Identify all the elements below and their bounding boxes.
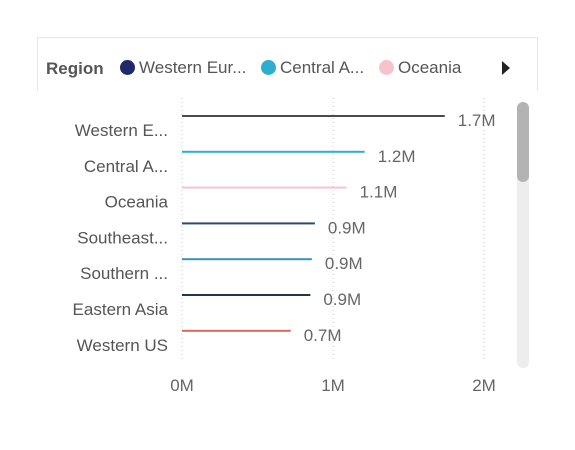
legend: Region Western Eur... Central A... Ocean… — [37, 37, 538, 91]
category-label: Oceania — [105, 193, 169, 212]
legend-item-central-asia[interactable]: Central A... — [261, 58, 364, 78]
value-label: 1.1M — [360, 183, 398, 202]
category-label: Southeast... — [77, 228, 168, 247]
triangle-right-icon[interactable] — [502, 61, 510, 75]
scrollbar-thumb[interactable] — [517, 102, 529, 182]
value-label: 0.9M — [328, 218, 366, 237]
category-label: Western E... — [75, 121, 168, 140]
legend-label-western-europe: Western Eur... — [139, 58, 247, 77]
legend-label-central-asia: Central A... — [280, 58, 365, 77]
category-label: Southern ... — [80, 264, 168, 283]
value-label: 1.2M — [378, 147, 416, 166]
legend-label-oceania: Oceania — [398, 58, 462, 77]
x-tick-label: 2M — [472, 376, 496, 395]
legend-title: Region — [46, 59, 104, 78]
legend-dot-central-asia — [261, 60, 276, 75]
category-label: Western US — [77, 336, 168, 355]
bar — [182, 186, 347, 189]
category-label: Central A... — [84, 157, 168, 176]
legend-dot-western-europe — [120, 60, 135, 75]
category-label: Eastern Asia — [73, 300, 169, 319]
bar — [182, 329, 291, 332]
value-label: 0.9M — [325, 254, 363, 273]
bar — [182, 294, 311, 296]
bar — [182, 258, 312, 261]
scrollbar-track[interactable] — [517, 102, 529, 368]
legend-dot-oceania — [379, 60, 394, 75]
x-tick-label: 1M — [321, 376, 345, 395]
legend-item-oceania[interactable]: Oceania — [379, 58, 461, 78]
legend-item-western-europe[interactable]: Western Eur... — [120, 58, 246, 78]
bar — [182, 222, 315, 225]
value-label: 0.9M — [323, 290, 361, 309]
x-tick-label: 0M — [170, 376, 194, 395]
value-label: 1.7M — [458, 111, 496, 130]
value-label: 0.7M — [304, 326, 342, 345]
bar — [182, 150, 365, 153]
bar — [182, 115, 445, 117]
